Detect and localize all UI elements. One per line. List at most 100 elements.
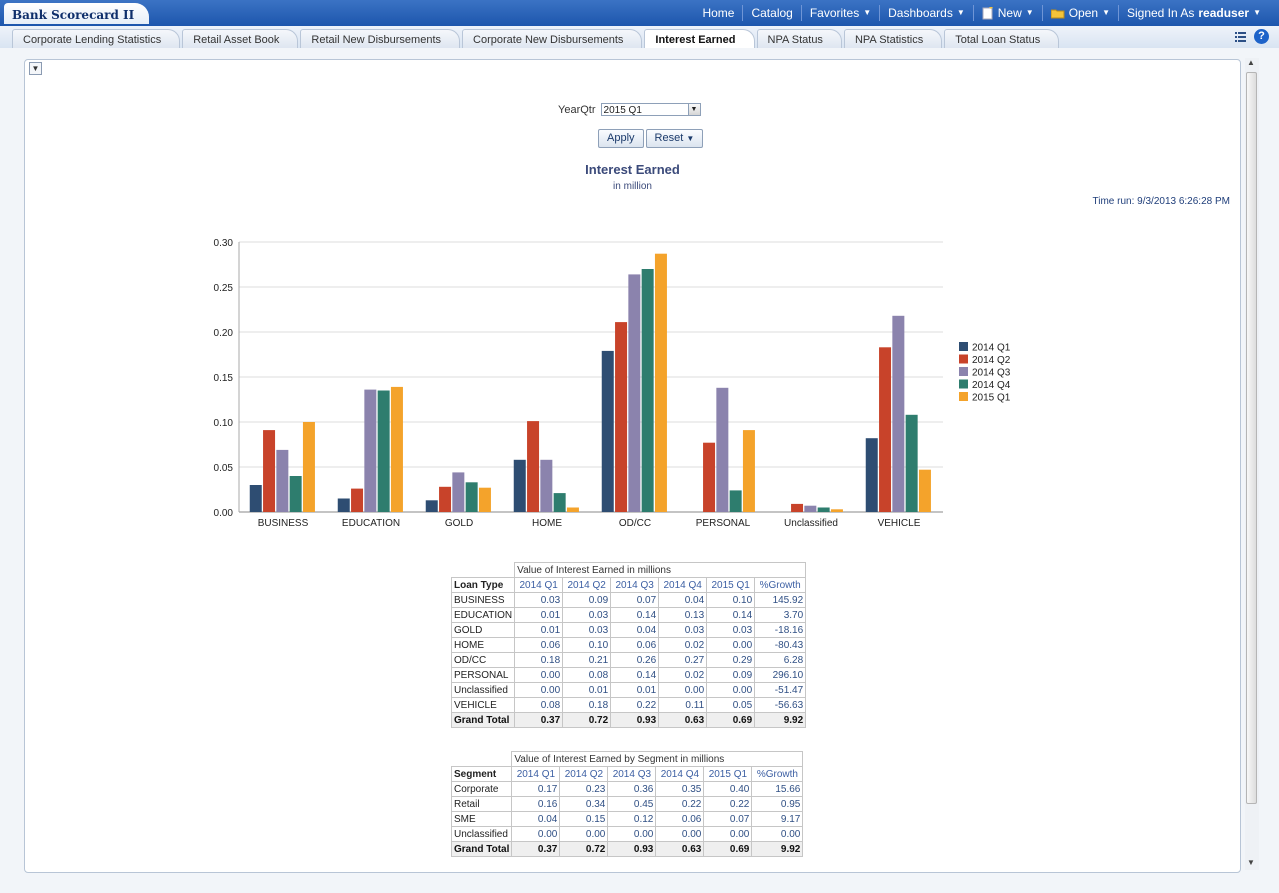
- interest-by-segment-table: Value of Interest Earned by Segment in m…: [450, 751, 804, 857]
- bar-od-cc-2015-q1: [654, 253, 667, 512]
- column-header[interactable]: 2014 Q3: [610, 577, 660, 593]
- help-icon[interactable]: ?: [1254, 29, 1269, 44]
- scroll-up-icon[interactable]: ▲: [1247, 58, 1255, 67]
- y-tick-label: 0.30: [214, 238, 234, 249]
- bar-gold-2014-q2: [439, 486, 452, 512]
- reset-button[interactable]: Reset ▼: [645, 129, 704, 148]
- y-tick-label: 0.10: [214, 418, 234, 429]
- row-label: BUSINESS: [450, 592, 516, 608]
- nav-favorites-menu[interactable]: Favorites ▼: [800, 5, 879, 21]
- column-header[interactable]: 2014 Q1: [511, 766, 561, 782]
- bar-home-2014-q4: [553, 493, 566, 512]
- collapse-section-button[interactable]: ▼: [29, 62, 42, 75]
- table-cell: 0.93: [610, 712, 660, 728]
- nav-open-menu[interactable]: Open ▼: [1041, 5, 1118, 21]
- table-cell: 0.07: [610, 592, 660, 608]
- column-header[interactable]: 2014 Q4: [655, 766, 705, 782]
- table-cell: 0.03: [658, 622, 708, 638]
- column-header[interactable]: 2014 Q4: [658, 577, 708, 593]
- table-cell: 0.37: [514, 712, 564, 728]
- table-cell: 0.08: [514, 697, 564, 713]
- legend-label: 2015 Q1: [972, 393, 1011, 404]
- bar-unclassified-2014-q4: [817, 507, 830, 512]
- table-cell: 0.27: [658, 652, 708, 668]
- bar-education-2014-q4: [377, 390, 390, 512]
- tab-npa-statistics[interactable]: NPA Statistics: [843, 29, 943, 49]
- table-cell: 0.29: [706, 652, 756, 668]
- x-tick-label: Unclassified: [784, 518, 838, 529]
- y-tick-label: 0.00: [214, 508, 234, 519]
- bar-vehicle-2014-q3: [892, 315, 905, 512]
- row-label: Unclassified: [450, 682, 516, 698]
- table-cell: 0.00: [514, 667, 564, 683]
- table-row: Retail 0.16 0.34 0.45 0.22 0.22 0.95: [450, 796, 804, 812]
- legend-swatch: [959, 354, 968, 364]
- global-nav: Home Catalog Favorites ▼ Dashboards ▼ New ▼…: [694, 0, 1269, 26]
- table-caption-row: Value of Interest Earned in millions: [452, 562, 807, 578]
- table-cell: 0.00: [706, 637, 756, 653]
- table-cell: 0.02: [658, 637, 708, 653]
- nav-new-menu[interactable]: New ▼: [972, 5, 1042, 21]
- tab-corporate-lending-statistics[interactable]: Corporate Lending Statistics: [12, 29, 181, 49]
- table-cell: 3.70: [754, 607, 807, 623]
- table-cell: 0.22: [655, 796, 705, 812]
- column-header[interactable]: %Growth: [751, 766, 804, 782]
- scroll-thumb[interactable]: [1246, 72, 1257, 804]
- signed-in-label: Signed In As: [1126, 6, 1195, 20]
- nav-home-link[interactable]: Home: [694, 5, 742, 21]
- table-header-row: Segment 2014 Q1 2014 Q2 2014 Q3 2014 Q4 2015 …: [450, 766, 804, 782]
- dashboard-tab-bar: Corporate Lending Statistics Retail Asset…: [0, 26, 1279, 49]
- vertical-scrollbar[interactable]: ▲ ▼: [1245, 58, 1259, 870]
- column-header[interactable]: 2014 Q3: [607, 766, 657, 782]
- row-label: EDUCATION: [450, 607, 516, 623]
- bar-personal-2014-q4: [729, 490, 742, 512]
- column-header[interactable]: 2015 Q1: [706, 577, 756, 593]
- table-cell: -56.63: [754, 697, 807, 713]
- nav-new-label: New: [997, 6, 1022, 20]
- table-cell: 0.00: [559, 826, 609, 842]
- table-cell: 0.13: [658, 607, 708, 623]
- nav-catalog-link[interactable]: Catalog: [742, 5, 800, 21]
- column-header[interactable]: 2015 Q1: [703, 766, 753, 782]
- table-cell: 0.72: [562, 712, 612, 728]
- bar-od-cc-2014-q1: [601, 350, 614, 512]
- table-cell: 0.09: [706, 667, 756, 683]
- scroll-down-icon[interactable]: ▼: [1247, 858, 1255, 867]
- row-label: PERSONAL: [450, 667, 516, 683]
- row-label: Grand Total: [450, 712, 516, 728]
- table-cell: 0.01: [610, 682, 660, 698]
- apply-button[interactable]: Apply: [598, 129, 644, 148]
- prompt-buttons: Apply Reset ▼: [598, 129, 704, 148]
- row-label: GOLD: [450, 622, 516, 638]
- signed-in-user-menu[interactable]: Signed In As readuser ▼: [1117, 5, 1269, 21]
- tab-total-loan-status[interactable]: Total Loan Status: [944, 29, 1060, 49]
- column-header[interactable]: 2014 Q2: [562, 577, 612, 593]
- grand-total-row: Grand Total 0.37 0.72 0.93 0.63 0.69 9.92: [450, 841, 804, 857]
- tab-corporate-new-disbursements[interactable]: Corporate New Disbursements: [462, 29, 643, 49]
- table-cell: 0.00: [751, 826, 804, 842]
- bar-gold-2014-q1: [425, 500, 438, 512]
- tab-retail-new-disbursements[interactable]: Retail New Disbursements: [300, 29, 461, 49]
- bar-home-2015-q1: [566, 507, 579, 512]
- column-header[interactable]: %Growth: [754, 577, 807, 593]
- nav-dashboards-menu[interactable]: Dashboards ▼: [879, 5, 973, 21]
- caption-spacer: [452, 752, 512, 767]
- table-caption: Value of Interest Earned in millions: [514, 562, 807, 578]
- table-cell: 0.06: [655, 811, 705, 827]
- tab-retail-asset-book[interactable]: Retail Asset Book: [182, 29, 299, 49]
- column-header[interactable]: 2014 Q2: [559, 766, 609, 782]
- page-options-icon[interactable]: [1234, 30, 1248, 44]
- table-cell: 0.40: [703, 781, 753, 797]
- bar-business-2014-q4: [289, 476, 302, 512]
- legend-label: 2014 Q1: [972, 343, 1011, 354]
- content-frame: ▼ YearQtr 2015 Q1 ▼ Apply Reset ▼ Interes…: [0, 48, 1279, 893]
- table-cell: 0.10: [706, 592, 756, 608]
- tab-interest-earned[interactable]: Interest Earned: [644, 29, 755, 49]
- column-header[interactable]: 2014 Q1: [514, 577, 564, 593]
- bar-business-2015-q1: [302, 422, 315, 512]
- yearqtr-select[interactable]: 2015 Q1 ▼: [600, 103, 701, 116]
- tab-npa-status[interactable]: NPA Status: [756, 29, 842, 49]
- username: readuser: [1198, 6, 1250, 20]
- table-cell: 0.22: [703, 796, 753, 812]
- x-tick-label: OD/CC: [619, 518, 651, 529]
